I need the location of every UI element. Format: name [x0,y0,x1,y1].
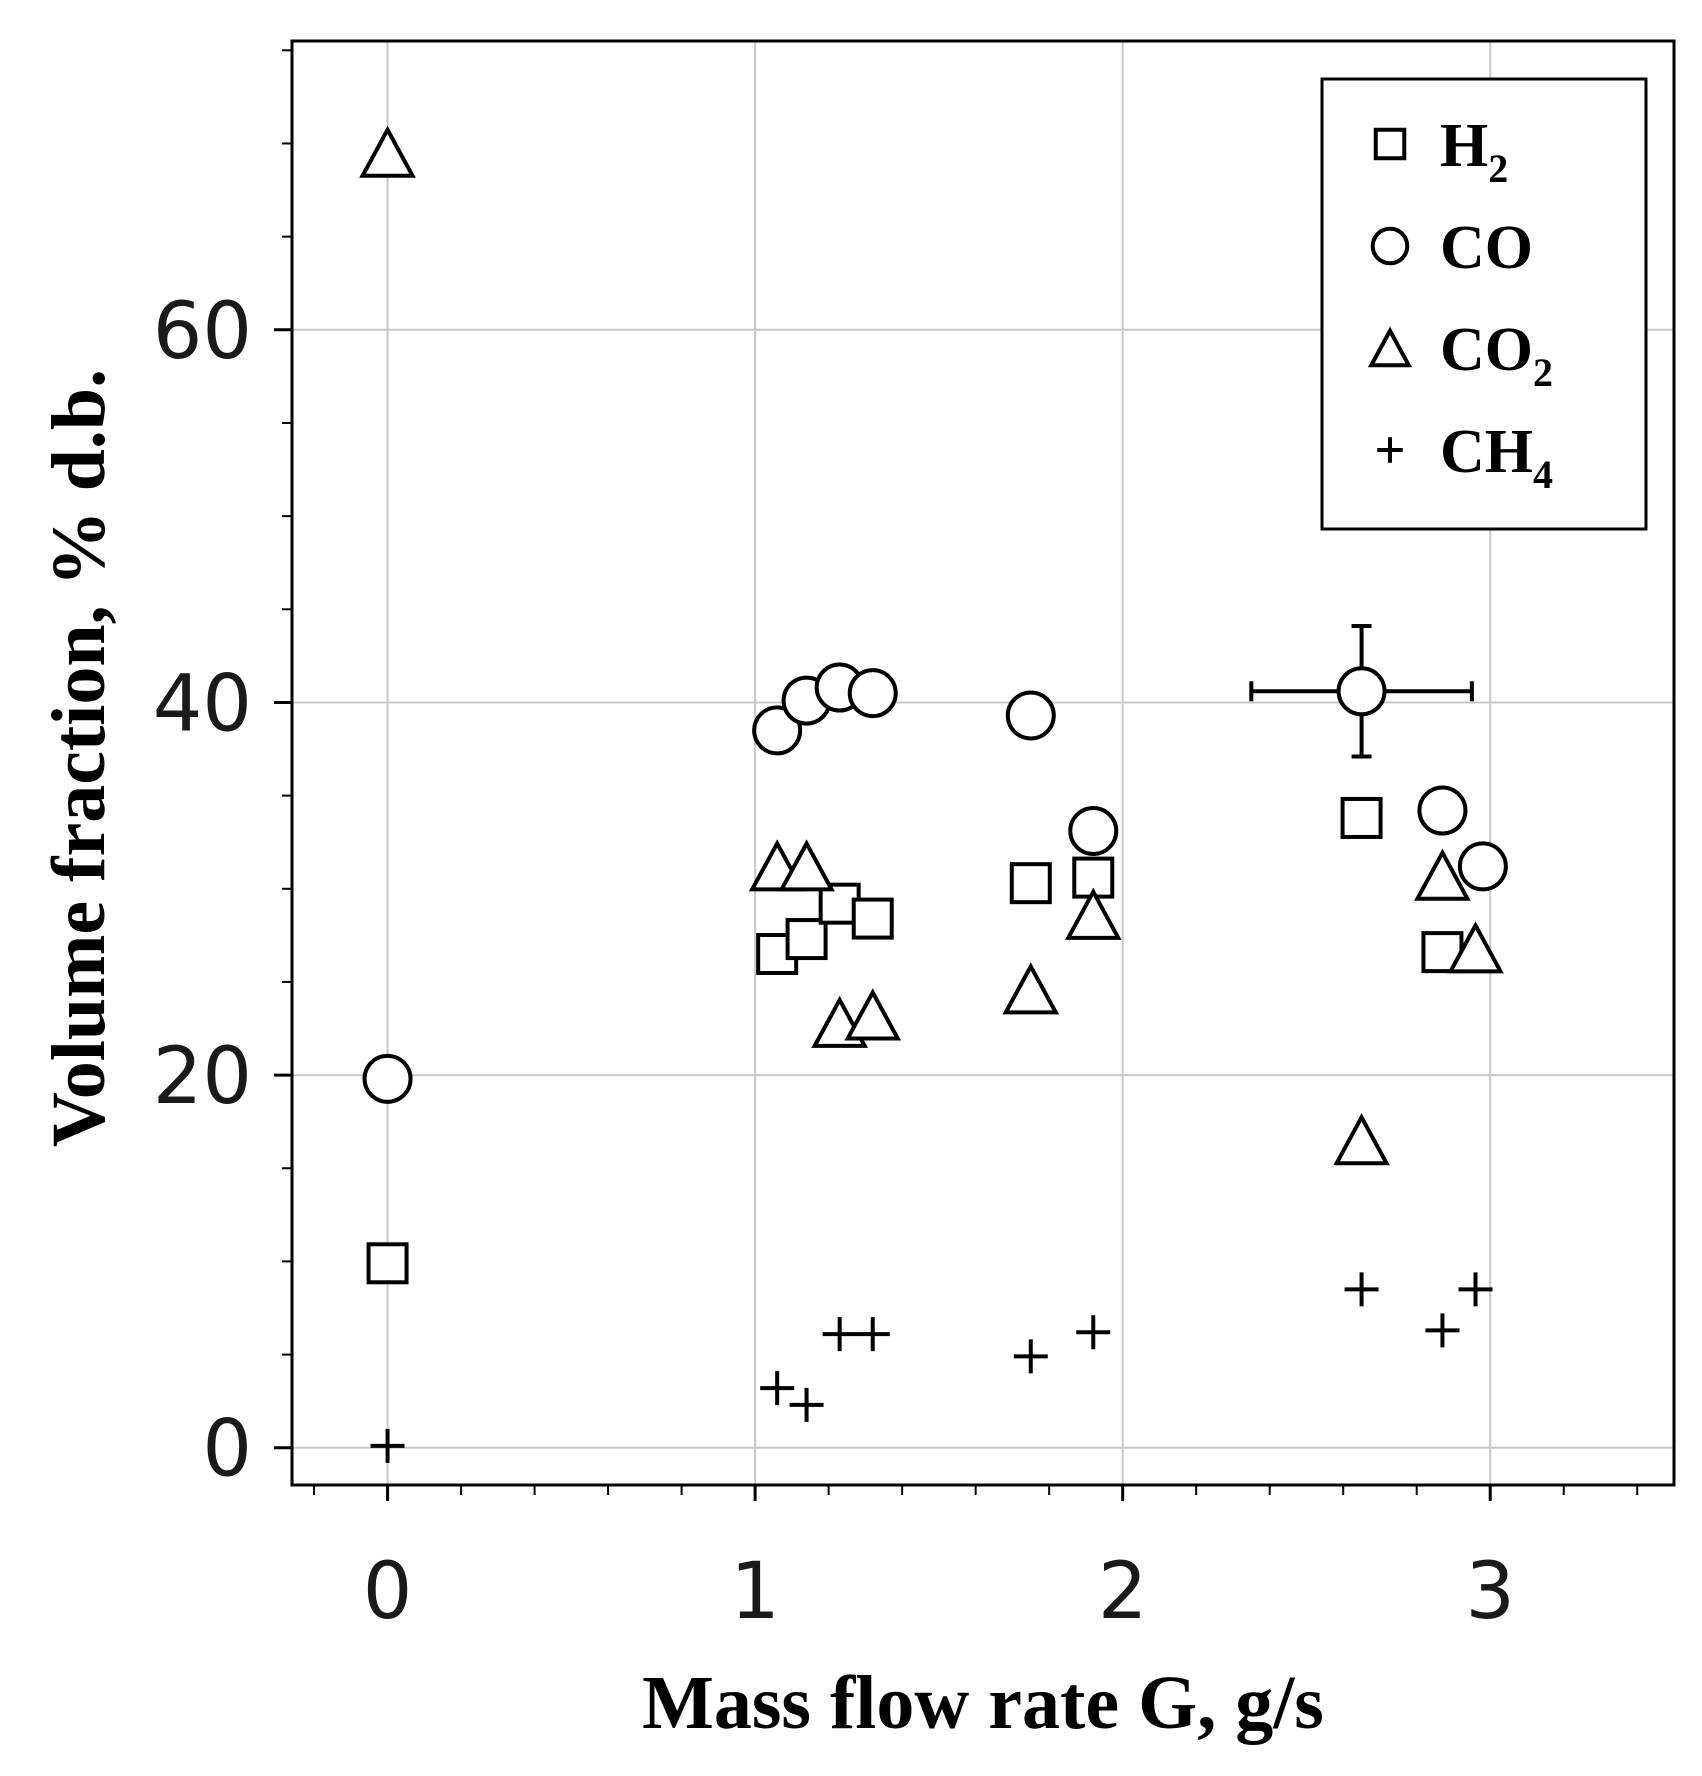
y-tick-label: 20 [153,1032,252,1122]
errorbars [1249,624,1474,759]
minor-ticks [274,49,1639,1501]
legend-co2-marker [1367,326,1413,368]
co2-point [1002,962,1060,1015]
h2-point [366,1242,409,1285]
ch4-point [789,1387,824,1422]
co2-point [359,125,416,178]
legend-co-label: CO [1440,214,1533,282]
ch4-point [1458,1272,1493,1307]
co-point [752,705,803,756]
plot-frame [290,39,1676,1487]
y-tick-label: 40 [153,659,252,749]
co2-point [1064,887,1122,940]
legend-box [1320,77,1648,531]
x-axis-title: Mass flow rate G, g/s [642,1661,1324,1745]
h2-point [851,897,894,940]
ch4-point [1425,1313,1460,1348]
legend-co2-label: CO2 [1440,316,1553,395]
h2-point [1340,796,1383,839]
x-tick-label: 3 [1465,1547,1515,1637]
legend: H2 CO CO2 CH4 [1320,77,1648,531]
co-point [847,668,898,719]
co2-point [844,988,902,1041]
legend-ch4-marker [1377,437,1403,463]
co-point [1417,785,1468,836]
ch4-point [1076,1315,1111,1350]
h2-point [1009,862,1052,905]
legend-h2-label: H2 [1440,112,1508,191]
y-tick-label: 60 [153,287,252,377]
legend-co-marker [1370,226,1410,266]
y-tick-label: 0 [202,1405,252,1495]
tick-labels: 0 1 2 3 0 20 40 60 [153,287,1515,1637]
ch4-point [370,1428,405,1463]
co-point [1457,841,1508,892]
ch4-point [855,1317,890,1352]
ch4-point [822,1317,857,1352]
co2-point [1414,848,1471,901]
legend-ch4-label: CH4 [1440,418,1553,497]
co2-point [1447,921,1504,974]
co-point [1005,690,1056,741]
data-points [359,125,1508,1463]
co2-point [778,839,835,892]
h2-point [785,918,828,961]
x-tick-label: 2 [1098,1547,1148,1637]
co-point [362,1053,413,1104]
co-point [1336,666,1387,717]
ch4-point [1344,1272,1379,1307]
legend-h2-marker [1373,127,1407,161]
ch4-point [1013,1339,1048,1374]
x-tick-label: 0 [363,1547,413,1637]
co2-point [1333,1113,1390,1166]
x-tick-label: 1 [730,1547,780,1637]
co-point [1068,806,1119,857]
y-axis-title: Volume fraction, % d.b. [37,369,121,1147]
ch4-point [760,1371,795,1406]
